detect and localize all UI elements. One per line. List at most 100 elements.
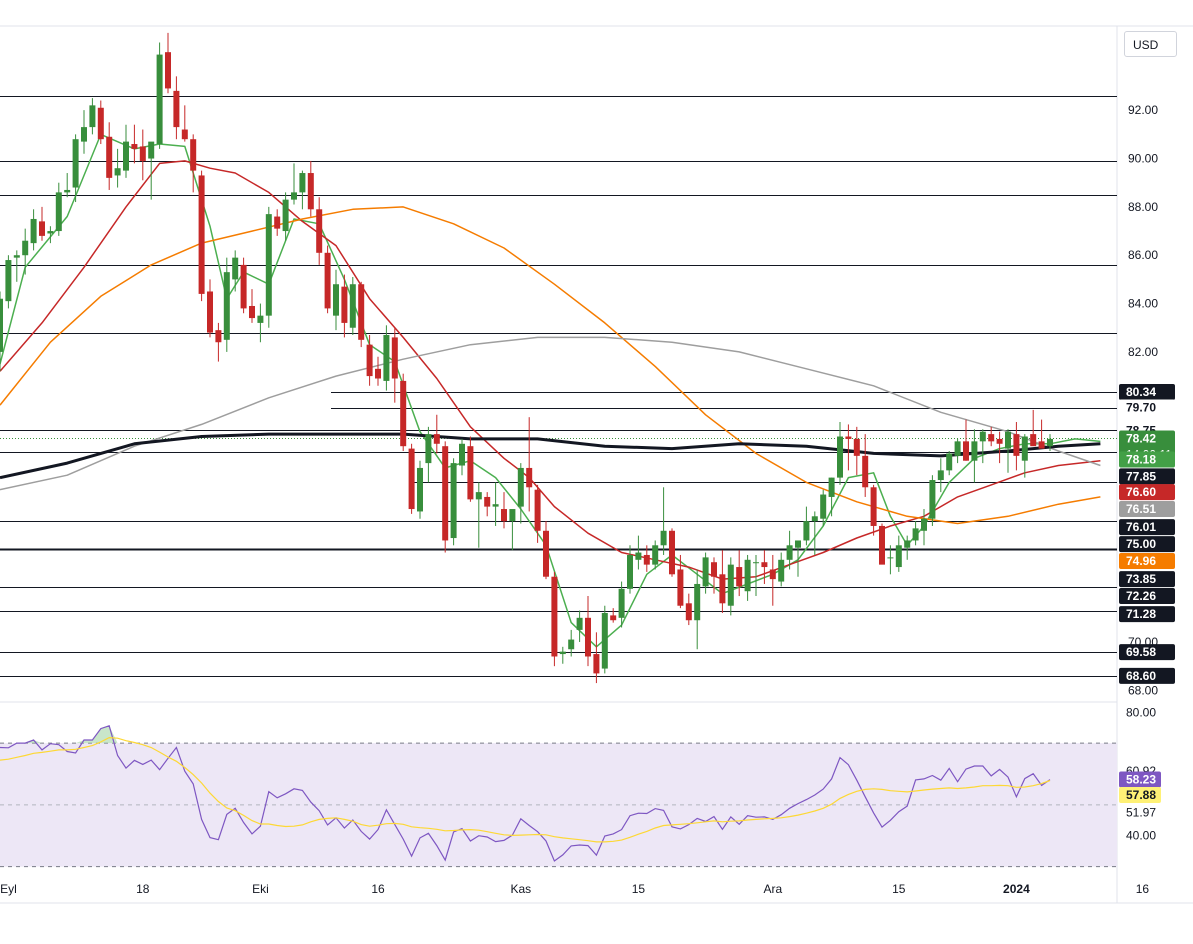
candle-body [282,199,289,232]
candle-body [979,431,986,442]
candle-body [996,438,1003,444]
price-label-text: 68.60 [1126,669,1156,683]
candle-body [207,291,213,333]
price-label-box [1119,484,1175,501]
candle-body [215,330,222,343]
price-tick-label: 86.00 [1128,248,1158,262]
candle-body [610,615,617,621]
candle-body [232,257,239,280]
candle-body [190,139,197,171]
price-label-text: 73.85 [1126,572,1156,586]
price-label-text: 77.85 [1126,469,1156,483]
candle-body [358,284,365,340]
candle-body [677,569,684,606]
candle-body [475,492,482,500]
candle-body [828,477,835,497]
candle-body [904,540,911,548]
candle-body [30,218,37,244]
candle-body [265,214,272,316]
candle-body [568,639,575,650]
price-label-text: 76.60 [1126,485,1156,499]
candle-body [165,52,171,89]
candle-body [223,272,230,340]
price-label-box [1119,399,1175,416]
candle-body [912,528,919,541]
candle-body [467,446,474,500]
price-label-text: 69.58 [1126,645,1156,659]
price-tick-label: 82.00 [1128,345,1158,359]
candle-body [685,603,692,621]
price-label-box [1119,468,1175,485]
rsi-label-text: 57.88 [1126,788,1156,802]
price-label-text: 80.34 [1126,385,1156,399]
axes: 92.0090.0088.0086.0084.0082.0070.0068.00… [0,103,1175,896]
price-tick-label: 88.00 [1128,200,1158,214]
candle-body [719,574,726,604]
candle-body [333,284,339,316]
time-axis-label: 18 [136,882,150,896]
candle-body [517,467,524,507]
rsi-tick-label: 80.00 [1126,705,1156,719]
candle-body [803,521,810,541]
currency-button[interactable]: USD [1124,31,1177,57]
candle-body [501,509,507,522]
candle-body [22,240,29,256]
moving-average-line [0,160,1101,580]
time-axis-label: Ara [763,882,782,896]
rsi-tick-label: 51.97 [1126,806,1156,820]
candle-body [240,264,247,309]
candle-body [870,487,877,526]
candle-body [988,434,995,442]
candle-body [837,436,843,478]
price-label-box [1119,588,1175,605]
rsi-overbought-fill [25,725,118,744]
candle-body [585,617,591,657]
time-axis-label: 16 [371,882,385,896]
candle-body [1038,441,1045,449]
time-axis-label: Eki [252,882,269,896]
time-axis-label: 16 [1136,882,1150,896]
candle-body [795,540,801,548]
price-label-text: 78.18 [1126,452,1156,466]
price-label-text: 78.42 [1126,431,1156,445]
candle-body [181,129,188,140]
candle-body [618,588,625,618]
candle-body [559,651,566,655]
time-axis-label: 15 [632,882,646,896]
candle-body [114,168,121,176]
price-label-text: 74.96 [1126,554,1156,568]
candle-body [484,496,491,507]
price-tick-label: 84.00 [1128,297,1158,311]
candle-body [576,617,583,630]
price-label-box [1119,553,1175,570]
candle-body [1030,434,1037,447]
candle-body [879,525,885,565]
rsi-label-box [1119,786,1161,803]
price-label-text: 76.51 [1126,502,1156,516]
price-label-box [1119,536,1175,553]
candle-body [341,286,348,323]
candle-body [97,107,104,140]
candle-body [769,569,776,580]
candle-body [761,562,768,568]
candle-body [727,564,734,606]
candle-body [753,562,759,564]
moving-average-line [0,206,1101,525]
candle-body [1047,438,1053,447]
price-tick-label: 92.00 [1128,103,1158,117]
candle-body [652,545,659,565]
candle-body [442,446,449,541]
candle-body [1021,436,1028,461]
candle-body [106,136,113,178]
candle-body [778,559,785,582]
candle-body [198,175,205,294]
candle-body [274,216,281,229]
price-label-box [1119,571,1175,588]
candle-body [895,545,902,568]
candle-body [433,434,440,444]
candle-body [971,441,978,461]
rsi-band [0,743,1117,867]
price-label-box [1119,519,1175,536]
candle-body [509,509,516,522]
